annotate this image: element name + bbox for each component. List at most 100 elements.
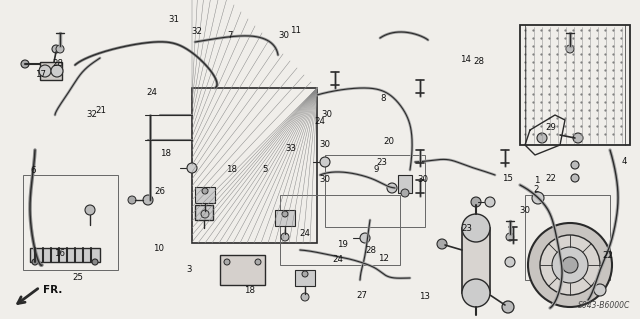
Circle shape: [505, 257, 515, 267]
Circle shape: [51, 65, 63, 77]
Text: 10: 10: [152, 244, 164, 253]
Circle shape: [532, 192, 544, 204]
Text: 24: 24: [314, 117, 326, 126]
Circle shape: [540, 235, 600, 295]
Bar: [525, 195, 610, 280]
Circle shape: [56, 45, 64, 53]
Text: 26: 26: [154, 187, 166, 196]
Circle shape: [201, 210, 209, 218]
Circle shape: [528, 223, 612, 307]
Text: 27: 27: [356, 291, 367, 300]
Bar: [275, 210, 295, 226]
Text: 28: 28: [365, 246, 377, 255]
Text: 18: 18: [226, 165, 237, 174]
Text: 6: 6: [31, 166, 36, 175]
Circle shape: [571, 161, 579, 169]
Circle shape: [187, 163, 197, 173]
Text: 22: 22: [545, 174, 556, 183]
Circle shape: [485, 197, 495, 207]
Circle shape: [462, 279, 490, 307]
Bar: [40, 62, 62, 80]
Circle shape: [537, 133, 547, 143]
Text: 25: 25: [72, 273, 84, 282]
Text: 30: 30: [321, 110, 332, 119]
Text: 28: 28: [473, 57, 484, 66]
Circle shape: [281, 233, 289, 241]
Text: 32: 32: [191, 27, 203, 36]
Circle shape: [573, 133, 583, 143]
Text: FR.: FR.: [44, 285, 63, 295]
Circle shape: [471, 197, 481, 207]
Text: 31: 31: [168, 15, 180, 24]
Text: 14: 14: [460, 55, 472, 63]
Bar: [325, 155, 425, 227]
Circle shape: [85, 205, 95, 215]
Text: 11: 11: [290, 26, 301, 35]
Text: 12: 12: [378, 254, 390, 263]
Circle shape: [320, 157, 330, 167]
Text: 1: 1: [534, 176, 539, 185]
Circle shape: [128, 196, 136, 204]
Text: 2: 2: [534, 185, 539, 194]
Text: 30: 30: [319, 140, 331, 149]
Circle shape: [32, 259, 38, 265]
Text: 23: 23: [376, 158, 388, 167]
Circle shape: [571, 174, 579, 182]
Text: 33: 33: [285, 144, 296, 153]
Circle shape: [224, 259, 230, 265]
Circle shape: [92, 259, 98, 265]
Text: 30: 30: [519, 206, 531, 215]
Text: 3: 3: [186, 265, 191, 274]
Circle shape: [387, 183, 397, 193]
Text: 8: 8: [380, 94, 385, 103]
Circle shape: [437, 239, 447, 249]
Text: 22: 22: [602, 251, 614, 260]
Circle shape: [255, 259, 261, 265]
Circle shape: [552, 247, 588, 283]
Circle shape: [199, 193, 209, 203]
Bar: [462, 228, 490, 293]
Circle shape: [594, 284, 606, 296]
Circle shape: [462, 214, 490, 242]
Bar: [192, 88, 317, 243]
Circle shape: [562, 257, 578, 273]
Text: 23: 23: [461, 224, 473, 233]
Circle shape: [360, 233, 370, 243]
Circle shape: [282, 211, 288, 217]
Text: 4: 4: [621, 157, 627, 166]
Text: 24: 24: [332, 256, 344, 264]
Text: 18: 18: [159, 149, 171, 158]
Text: 21: 21: [95, 106, 107, 115]
Bar: [195, 205, 213, 220]
Circle shape: [301, 293, 309, 301]
Text: 19: 19: [337, 240, 348, 249]
Text: 20: 20: [383, 137, 395, 146]
Circle shape: [39, 65, 51, 77]
Bar: [195, 187, 215, 203]
Text: 24: 24: [299, 229, 310, 238]
Text: S043-B6000C: S043-B6000C: [578, 301, 630, 310]
Text: 29: 29: [545, 123, 556, 132]
Circle shape: [502, 301, 514, 313]
Text: 30: 30: [278, 31, 289, 40]
Bar: [23, 175, 118, 270]
Circle shape: [143, 195, 153, 205]
Circle shape: [21, 60, 29, 68]
Circle shape: [566, 45, 574, 53]
Circle shape: [506, 233, 514, 241]
Bar: [220, 255, 265, 285]
Text: 7: 7: [228, 31, 233, 40]
Text: 17: 17: [35, 70, 47, 79]
Bar: [520, 25, 630, 145]
Circle shape: [302, 271, 308, 277]
Text: 18: 18: [244, 286, 255, 295]
Bar: [398, 175, 412, 193]
Text: 13: 13: [419, 292, 430, 301]
Bar: [295, 270, 315, 286]
Text: 30: 30: [319, 175, 331, 184]
Circle shape: [52, 45, 60, 53]
Text: 16: 16: [54, 249, 65, 258]
Text: 28: 28: [52, 59, 63, 68]
Text: 32: 32: [86, 110, 97, 119]
Text: 15: 15: [502, 174, 513, 183]
